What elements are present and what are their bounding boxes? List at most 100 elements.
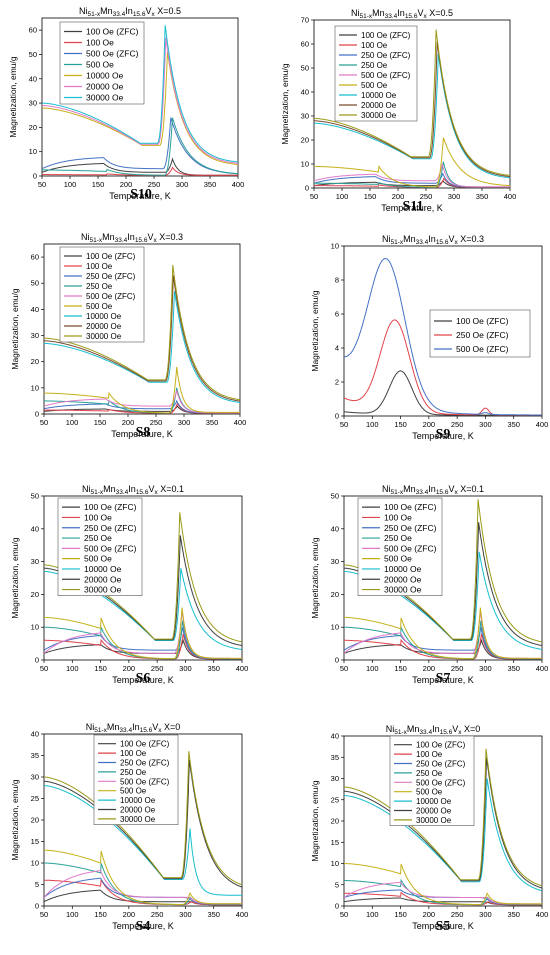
y-tick-label: 30 <box>301 112 309 121</box>
x-tick-label: 350 <box>204 180 217 189</box>
x-axis-label: Temperature, K <box>412 431 474 441</box>
panel-S8: Ni51-xMn33.4In15.6Vx X=0.350 100 150 200 250… <box>10 232 246 440</box>
legend-entry: 100 Oe (ZFC) <box>416 741 466 750</box>
title-m2: Mn <box>100 6 113 16</box>
title-s2: 33.4 <box>385 13 398 20</box>
legend-entry: 20000 Oe <box>120 806 156 815</box>
legend-entry: 100 Oe (ZFC) <box>86 252 136 261</box>
x-tick-label: 150 <box>94 418 107 427</box>
x-tick-label: 100 <box>64 180 77 189</box>
series-line <box>344 881 542 905</box>
title-s3: 15.6 <box>436 489 449 496</box>
x-tick-label: 300 <box>479 910 492 919</box>
y-tick-label: 40 <box>331 524 339 533</box>
chart-title: Ni51-xMn33.4In15.6Vx X=0.5 <box>79 6 181 18</box>
y-tick-label: 5 <box>335 880 339 889</box>
title-m4: V <box>145 6 151 16</box>
x-tick-label: 200 <box>122 418 135 427</box>
y-tick-label: 20 <box>331 590 339 599</box>
x-axis-label: Temperature, K <box>111 429 173 439</box>
legend-entry: 100 Oe <box>86 38 114 48</box>
title-m2: Mn <box>372 8 385 18</box>
legend-entry: 30000 Oe <box>86 93 124 103</box>
y-tick-label: 20 <box>31 590 39 599</box>
legend-entry: 500 Oe (ZFC) <box>120 777 170 786</box>
title-base: Ni <box>382 484 391 494</box>
panel-label: S6 <box>136 671 151 686</box>
x-tick-label: 100 <box>366 910 379 919</box>
y-tick-label: 30 <box>31 773 39 782</box>
title-suffix: X=0.3 <box>157 232 183 242</box>
chart-title: Ni51-xMn33.4In15.6Vx X=0 <box>86 722 181 734</box>
series-line <box>42 37 238 164</box>
legend-entry: 250 Oe (ZFC) <box>84 523 137 533</box>
title-s4: x <box>154 489 158 496</box>
title-suffix: X=0.1 <box>458 484 484 494</box>
series-line <box>314 29 510 176</box>
title-s2: 33.4 <box>416 239 429 246</box>
title-s2: 33.4 <box>119 727 132 734</box>
y-tick-label: 10 <box>331 242 339 251</box>
x-tick-label: 300 <box>176 180 189 189</box>
y-tick-label: 50 <box>31 492 39 501</box>
panel-S5: Ni51-xMn33.4In15.6Vx X=050 100 150 200 250 30… <box>310 724 548 934</box>
title-s4: x <box>151 11 155 18</box>
legend-entry: 100 Oe <box>86 262 113 271</box>
title-s2: 33.4 <box>113 11 126 18</box>
panel-label: S7 <box>436 671 451 686</box>
series-line <box>42 25 238 163</box>
x-tick-label: 150 <box>94 910 107 919</box>
series-line <box>44 877 242 905</box>
title-base: Ni <box>351 8 360 18</box>
x-tick-label: 350 <box>207 664 220 673</box>
legend-entry: 10000 Oe <box>416 797 452 806</box>
legend-entry: 250 Oe (ZFC) <box>120 759 170 768</box>
y-tick-label: 35 <box>31 751 39 760</box>
legend-entry: 30000 Oe <box>384 585 422 595</box>
y-tick-label: 0 <box>335 902 339 911</box>
legend-entry: 20000 Oe <box>384 574 422 584</box>
y-tick-label: 60 <box>301 40 309 49</box>
title-suffix: X=0 <box>162 722 181 732</box>
panel-S4: Ni51-xMn33.4In15.6Vx X=050 100 150 200 250 30… <box>10 722 248 934</box>
y-tick-label: 60 <box>29 26 37 35</box>
title-m3: In <box>428 234 436 244</box>
x-tick-label: 50 <box>340 420 348 429</box>
y-tick-label: 10 <box>331 859 339 868</box>
series-line <box>44 785 242 896</box>
x-tick-label: 400 <box>536 664 549 673</box>
y-tick-label: 4 <box>335 344 339 353</box>
x-tick-label: 50 <box>310 192 318 201</box>
y-tick-label: 2 <box>335 378 339 387</box>
x-tick-label: 400 <box>504 192 517 201</box>
y-tick-label: 0 <box>335 656 339 665</box>
series-line <box>44 607 242 660</box>
title-s4: x <box>153 237 157 244</box>
x-tick-label: 150 <box>394 664 407 673</box>
legend-entry: 10000 Oe <box>86 71 124 81</box>
series-line <box>344 607 542 660</box>
legend-entry: 500 Oe <box>84 554 112 564</box>
legend-entry: 250 Oe <box>416 769 443 778</box>
title-s3: 15.6 <box>133 11 146 18</box>
x-tick-label: 200 <box>123 910 136 919</box>
x-tick-label: 350 <box>507 910 520 919</box>
series-line <box>344 778 542 892</box>
legend-entry: 500 Oe (ZFC) <box>456 344 509 354</box>
series-line <box>344 863 542 906</box>
x-axis-label: Temperature, K <box>381 203 443 213</box>
legend-entry: 250 Oe (ZFC) <box>86 272 136 281</box>
legend-entry: 100 Oe <box>84 512 112 522</box>
series-line <box>344 757 542 889</box>
legend-entry: 10000 Oe <box>86 312 122 321</box>
x-tick-label: 300 <box>178 418 191 427</box>
panel-S7: Ni51-xMn33.4In15.6Vx X=0.150 100 150 200 250… <box>310 484 548 686</box>
y-tick-label: 25 <box>31 794 39 803</box>
y-tick-label: 5 <box>35 880 39 889</box>
legend-entry: 10000 Oe <box>384 564 422 574</box>
y-axis-label: Magnetization, emu/g <box>310 290 320 372</box>
plot-frame <box>43 243 241 415</box>
legend-entry: 100 Oe <box>384 512 412 522</box>
legend-entry: 250 Oe <box>86 282 113 291</box>
